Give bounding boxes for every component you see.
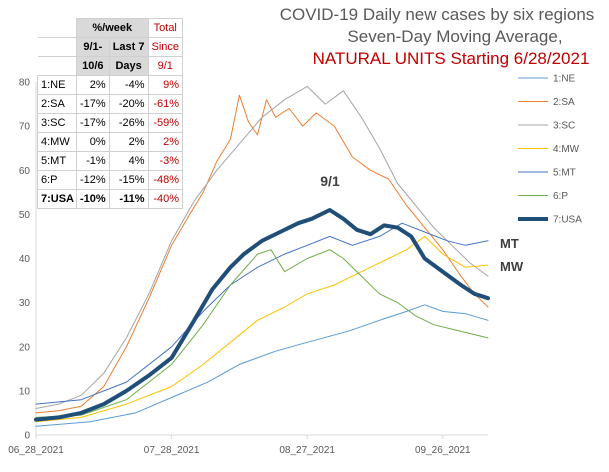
series-group xyxy=(34,85,490,427)
x-tick-label: 07_28_2021 xyxy=(144,445,200,456)
axes: 0 10 20 30 40 50 60 70 80 06_28_2021 07_28_2021 08_… xyxy=(8,78,488,456)
row-change-week: 2% xyxy=(108,132,149,152)
legend-entry: 6:P xyxy=(553,191,568,202)
header-total: Total xyxy=(147,18,184,38)
row-total: -3% xyxy=(147,151,184,171)
header-col3-line3: 9/1 xyxy=(147,56,184,76)
mw-annotation: MW xyxy=(500,259,524,274)
x-tick-label: 09_26_2021 xyxy=(415,445,471,456)
y-tick-label: 20 xyxy=(19,342,31,353)
y-tick-label: 70 xyxy=(19,122,31,133)
table-header-row: %/week Total xyxy=(37,18,184,38)
row-total: -48% xyxy=(147,170,184,190)
table-corner xyxy=(37,18,78,38)
series-line-4-mw xyxy=(35,235,489,423)
row-change-week: -26% xyxy=(108,113,149,133)
chart-title-group: COVID-19 Daily new cases by six regions … xyxy=(280,5,595,68)
table-row: 1:NE 2% -4% 9% xyxy=(36,75,184,95)
row-total: 9% xyxy=(147,75,184,95)
legend-entry: 7:USA xyxy=(553,215,582,226)
mt-annotation: MT xyxy=(500,236,519,251)
table-row: 6:P -12% -15% -48% xyxy=(36,170,184,190)
row-change-week: -4% xyxy=(108,75,149,95)
row-change-period: -17% xyxy=(76,94,110,114)
row-label: 1:NE xyxy=(36,75,78,95)
row-change-week: -11% xyxy=(108,189,149,209)
table-row: 4:MW 0% 2% 2% xyxy=(36,132,184,152)
x-tick-label: 06_28_2021 xyxy=(8,445,64,456)
series-line-3-sc xyxy=(35,85,489,409)
chart-title: COVID-19 Daily new cases by six regions xyxy=(280,5,595,24)
x-tick-label: 08_27_2021 xyxy=(279,445,335,456)
annotations: 9/1 MT MW xyxy=(320,173,524,274)
y-tick-label: 80 xyxy=(19,78,31,89)
row-change-period: -17% xyxy=(76,113,110,133)
table-corner-2 xyxy=(37,37,78,57)
legend-entry: 1:NE xyxy=(553,74,576,85)
chart-subtitle-red: NATURAL UNITS Starting 6/28/2021 xyxy=(313,49,590,68)
table-body: 1:NE 2% -4% 9% 2:SA -17% -20% -61% 3:SC -17% -26% -… xyxy=(36,75,184,209)
y-tick-label: 30 xyxy=(19,298,31,309)
row-label: 3:SC xyxy=(36,113,78,133)
legend-entry: 5:MT xyxy=(553,168,576,179)
row-label: 4:MW xyxy=(36,132,78,152)
legend-entry: 4:MW xyxy=(553,144,580,155)
row-change-period: 0% xyxy=(76,132,110,152)
row-change-period: -10% xyxy=(76,189,110,209)
row-label: 5:MT xyxy=(36,151,78,171)
header-col1-line1: 9/1- xyxy=(76,37,110,57)
y-tick-label: 60 xyxy=(19,166,31,177)
legend-entry: 2:SA xyxy=(553,97,575,108)
y-tick-label: 50 xyxy=(19,210,31,221)
header-col2-line2: Days xyxy=(108,56,149,76)
row-change-week: -15% xyxy=(108,170,149,190)
row-label: 6:P xyxy=(36,170,78,190)
chart-subtitle: Seven-Day Moving Average, xyxy=(347,27,562,46)
series-line-2-sa xyxy=(35,94,489,414)
table-row: 5:MT -1% 4% -3% xyxy=(36,151,184,171)
row-change-period: -12% xyxy=(76,170,110,190)
row-total: 2% xyxy=(147,132,184,152)
table-header-row-3: 10/6 Days 9/1 xyxy=(37,56,184,76)
header-col3-line2: Since xyxy=(147,37,184,57)
row-total: -40% xyxy=(147,189,184,209)
table-row: 3:SC -17% -26% -59% xyxy=(36,113,184,133)
stats-table: %/week Total 9/1- Last 7 Since 10/6 Days… xyxy=(36,18,184,209)
y-tick-label: 40 xyxy=(19,254,31,265)
row-change-week: 4% xyxy=(108,151,149,171)
row-change-week: -20% xyxy=(108,94,149,114)
table-corner-3 xyxy=(37,56,78,76)
series-line-6-p xyxy=(35,249,489,418)
legend-entry: 3:SC xyxy=(553,121,575,132)
row-total: -59% xyxy=(147,113,184,133)
row-label: 2:SA xyxy=(36,94,78,114)
header-week: %/week xyxy=(76,18,149,38)
row-total: -61% xyxy=(147,94,184,114)
row-change-period: 2% xyxy=(76,75,110,95)
y-tick-label: 10 xyxy=(19,386,31,397)
series-line-5-mt xyxy=(35,222,489,405)
table-row: 7:USA -10% -11% -40% xyxy=(36,189,184,209)
y-tick-label: 0 xyxy=(24,431,30,442)
series-line-7-usa xyxy=(34,208,490,422)
series-line-1-ne xyxy=(35,304,489,427)
table-row: 2:SA -17% -20% -61% xyxy=(36,94,184,114)
legend: 1:NE 2:SA 3:SC 4:MW 5:MT 6:P 7:USA xyxy=(518,74,582,226)
header-col2-line1: Last 7 xyxy=(108,37,149,57)
row-label: 7:USA xyxy=(36,189,78,209)
peak-annotation: 9/1 xyxy=(320,173,340,189)
table-header-row-2: 9/1- Last 7 Since xyxy=(37,37,184,57)
row-change-period: -1% xyxy=(76,151,110,171)
header-col1-line2: 10/6 xyxy=(76,56,110,76)
